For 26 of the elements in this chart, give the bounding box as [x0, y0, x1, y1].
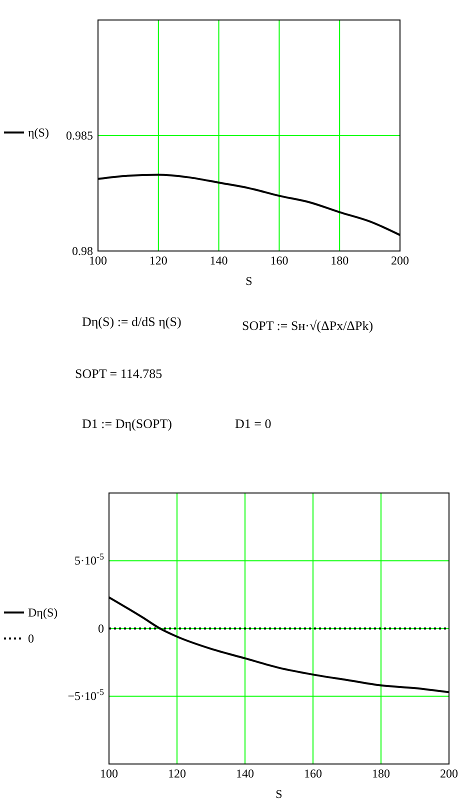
x-tick-label: 140	[210, 254, 228, 268]
legend-label: Dη(S)	[28, 606, 58, 620]
x-tick-label: 120	[168, 766, 186, 781]
y-tick-label: 0	[98, 621, 104, 636]
x-tick-label: 100	[100, 766, 118, 781]
text: D1 := Dη(SOPT)	[82, 416, 172, 431]
legend-label: η(S)	[28, 126, 49, 140]
x-tick-label: 160	[304, 766, 322, 781]
x-tick-label: 120	[149, 254, 168, 268]
x-tick-label: 180	[372, 766, 390, 781]
legend-label: 0	[28, 632, 34, 646]
y-tick-label: −5·10$^{-5}$	[68, 687, 104, 704]
text: D1 = 0	[235, 416, 272, 431]
x-tick-label: 160	[270, 254, 288, 268]
text: SOPT = 114.785	[75, 366, 162, 381]
x-tick-label: 180	[330, 254, 349, 268]
x-tick-label: 140	[236, 766, 254, 781]
text: Dη(S) := d/dS η(S)	[82, 314, 182, 329]
y-tick-label: 5·10$^{-5}$	[74, 552, 104, 568]
x-tick-label: 200	[391, 254, 409, 268]
text: SOPT := Sн·√(ΔPx/ΔPk)	[242, 318, 374, 333]
x-tick-label: 200	[440, 766, 458, 781]
y-tick-label: 0.98	[72, 244, 93, 258]
y-tick-label: 0.985	[66, 128, 93, 142]
x-axis-title: S	[276, 787, 282, 801]
x-axis-title: S	[246, 274, 252, 288]
